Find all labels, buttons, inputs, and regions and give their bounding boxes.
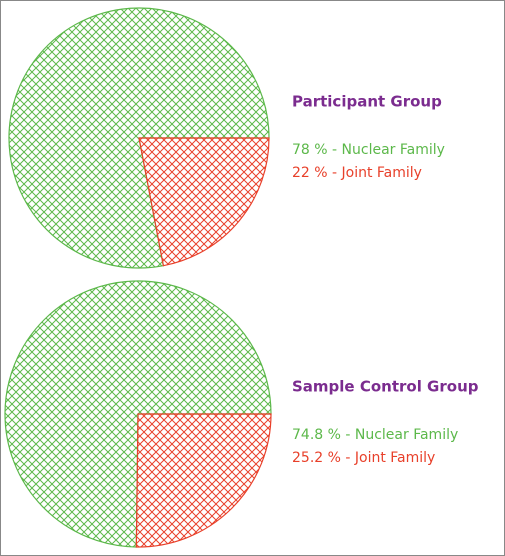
legend-label: 78 % - Nuclear Family: [292, 142, 445, 158]
pie-slice: [135, 413, 272, 548]
legend-label: 22 % - Joint Family: [292, 165, 422, 181]
chart-title: Participant Group: [292, 93, 442, 111]
legend-label: 25.2 % - Joint Family: [292, 450, 435, 466]
chart-title: Sample Control Group: [292, 378, 479, 396]
pie-slice: [138, 137, 270, 267]
legend-label: 74.8 % - Nuclear Family: [292, 427, 458, 443]
